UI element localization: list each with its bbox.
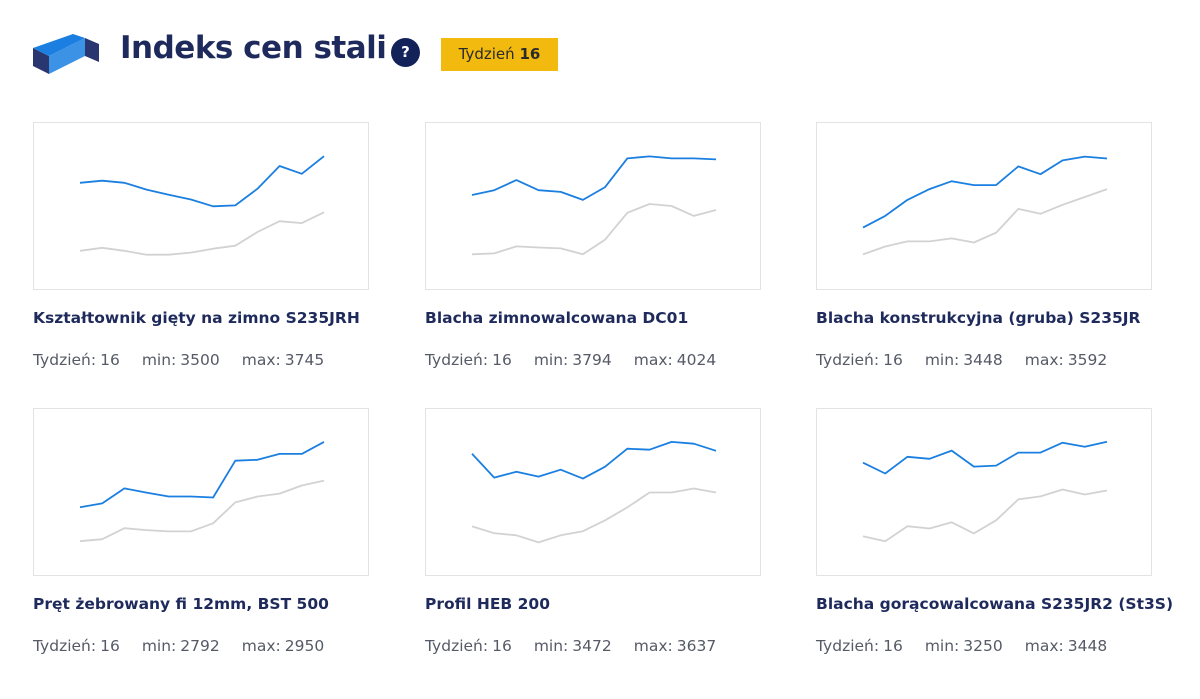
stat-value: 3637 [676,637,717,655]
chart-box [816,408,1152,576]
price-line [79,155,325,208]
stat-value: 16 [883,351,903,369]
card-stats: Tydzień: 16 min: 2792 max: 2950 [33,637,328,655]
sparkline [79,441,325,543]
week-badge: Tydzień 16 [441,38,558,71]
card-title: Blacha zimnowalcowana DC01 [425,309,689,327]
sparkline [862,440,1108,543]
stat-label: min: [533,637,569,655]
stat-value: 4024 [676,351,717,369]
card-stats: Tydzień: 16 min: 3250 max: 3448 [816,637,1111,655]
stat-label: Tydzień: [816,351,880,369]
stat-value: 3592 [1067,351,1108,369]
stat-value: 16 [100,351,120,369]
price-line [862,488,1108,543]
stat-value: 3448 [1067,637,1108,655]
price-line [79,211,325,256]
stat-value: 16 [100,637,120,655]
card: Blacha gorącowalcowana S235JR2 (St3S) Tyd… [816,408,1173,668]
stat-value: 16 [883,637,903,655]
stat-label: min: [141,637,177,655]
stat-label: min: [924,637,960,655]
stat-label: max: [1024,351,1064,369]
card: Kształtownik gięty na zimno S235JRH Tydzi… [33,122,373,382]
chart-box [425,122,761,290]
chart-box [816,122,1152,290]
stat-label: min: [141,351,177,369]
stat-value: 2950 [284,637,325,655]
card-title: Profil HEB 200 [425,595,550,613]
card-stats: Tydzień: 16 min: 3500 max: 3745 [33,351,328,369]
price-line [79,479,325,543]
stat-label: Tydzień: [33,637,97,655]
card-title: Blacha gorącowalcowana S235JR2 (St3S) [816,595,1174,613]
stat-label: max: [241,351,281,369]
stat-label: min: [924,351,960,369]
page-title: Indeks cen stali [120,30,387,66]
chart-box [33,122,369,290]
price-line [862,155,1108,229]
stat-label: max: [1024,637,1064,655]
chart-box [425,408,761,576]
sparkline [862,155,1108,256]
price-line [471,441,717,480]
badge-label: Tydzień [458,45,515,63]
stat-label: Tydzień: [33,351,97,369]
stat-value: 2792 [180,637,220,655]
stat-label: max: [241,637,281,655]
card-stats: Tydzień: 16 min: 3448 max: 3592 [816,351,1111,369]
help-button[interactable]: ? [391,38,420,67]
stat-label: max: [633,637,673,655]
price-line [79,441,325,509]
price-line [471,487,717,544]
sparkline [471,441,717,544]
card-stats: Tydzień: 16 min: 3472 max: 3637 [425,637,720,655]
stat-value: 3448 [963,351,1003,369]
stat-label: Tydzień: [425,637,489,655]
stat-value: 3250 [963,637,1003,655]
stat-label: Tydzień: [425,351,489,369]
stat-label: min: [533,351,569,369]
stat-label: max: [633,351,673,369]
card: Blacha zimnowalcowana DC01 Tydzień: 16 min:… [425,122,765,382]
logo [33,34,99,74]
card: Pręt żebrowany fi 12mm, BST 500 Tydzień: 1… [33,408,373,668]
stat-value: 3794 [572,351,612,369]
card-title: Blacha konstrukcyjna (gruba) S235JR [816,309,1141,327]
badge-week: 16 [519,45,541,63]
card: Blacha konstrukcyjna (gruba) S235JR Tydzi… [816,122,1156,382]
price-line [471,155,717,201]
card-title: Kształtownik gięty na zimno S235JRH [33,309,360,327]
stat-value: 3745 [284,351,325,369]
stat-value: 3500 [180,351,220,369]
card-stats: Tydzień: 16 min: 3794 max: 4024 [425,351,720,369]
sparkline [471,155,717,256]
price-line [471,203,717,256]
card: Profil HEB 200 Tydzień: 16 min: 3472 max: 3637 [425,408,765,668]
card-title: Pręt żebrowany fi 12mm, BST 500 [33,595,329,613]
chart-box [33,408,369,576]
stat-value: 16 [492,351,512,369]
stat-label: Tydzień: [816,637,880,655]
stat-value: 16 [492,637,512,655]
price-line [862,440,1108,475]
sparkline [79,155,325,256]
price-line [862,188,1108,256]
stat-value: 3472 [572,637,612,655]
